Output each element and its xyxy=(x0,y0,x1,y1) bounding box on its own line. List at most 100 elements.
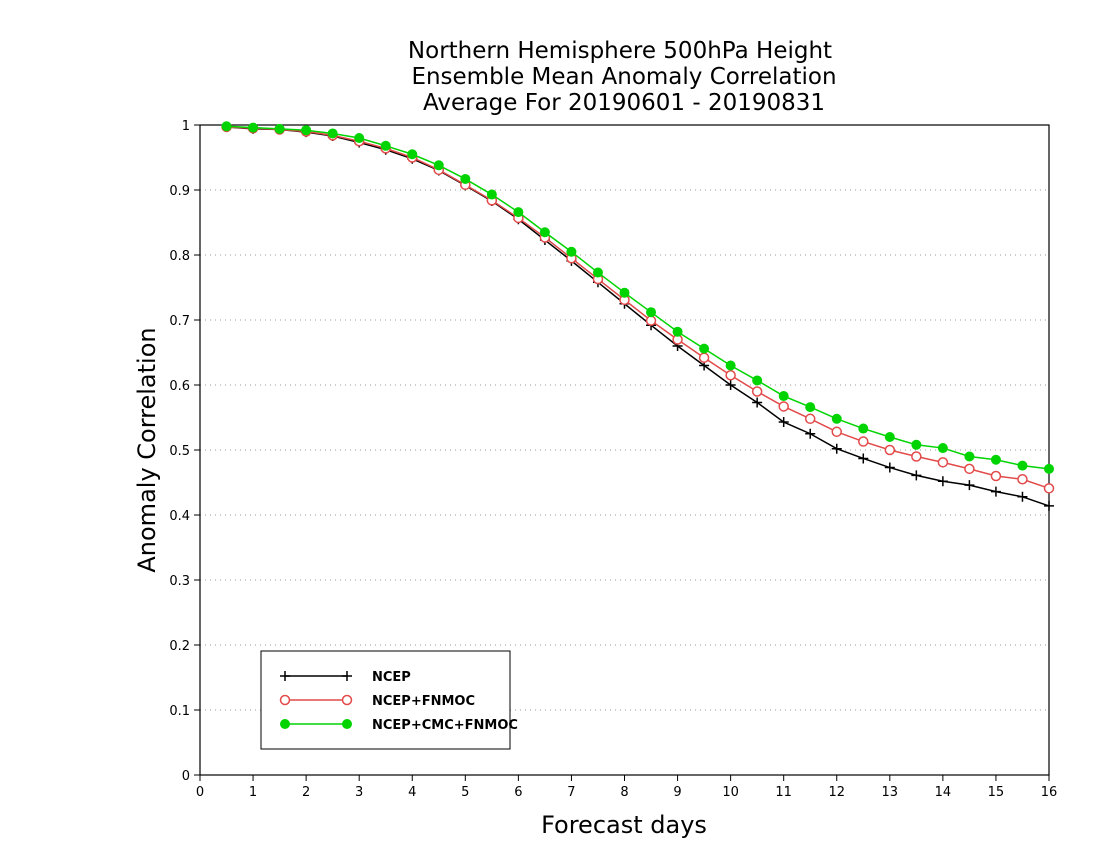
data-point xyxy=(858,436,869,447)
legend-label-ncep-cmc-fnmoc: NCEP+CMC+FNMOC xyxy=(372,718,518,733)
data-point xyxy=(1017,474,1028,485)
data-point xyxy=(964,451,975,462)
legend: NCEP NCEP+FNMOC NCEP+CMC+FNMOC xyxy=(260,650,518,750)
x-tick-label: 4 xyxy=(408,785,416,800)
x-tick-label: 1 xyxy=(249,785,257,800)
x-tick-label: 16 xyxy=(1041,785,1058,800)
y-tick-label: 0.8 xyxy=(169,249,190,264)
x-tick-label: 6 xyxy=(514,785,522,800)
data-point xyxy=(884,462,895,473)
data-point xyxy=(831,413,842,424)
data-point xyxy=(804,413,816,425)
data-point xyxy=(990,486,1001,497)
x-tick-label: 3 xyxy=(355,785,363,800)
legend-label-ncep-fnmoc: NCEP+FNMOC xyxy=(372,694,475,709)
data-point xyxy=(301,125,312,136)
legend-item-ncep-cmc-fnmoc: NCEP+CMC+FNMOC xyxy=(280,718,518,733)
x-axis-title: Forecast days xyxy=(541,811,707,839)
y-tick-label: 1 xyxy=(182,119,190,134)
data-point xyxy=(805,402,816,413)
y-tick-label: 0.4 xyxy=(169,509,190,524)
x-tick-label: 8 xyxy=(620,785,628,800)
data-point xyxy=(248,122,259,133)
data-point xyxy=(752,397,763,408)
chart-title-line-1: Northern Hemisphere 500hPa Height xyxy=(408,38,832,64)
data-point xyxy=(699,343,710,354)
data-point xyxy=(911,439,922,450)
y-tick-label: 0.2 xyxy=(169,639,190,654)
y-tick-label: 0.6 xyxy=(169,379,190,394)
data-point xyxy=(937,443,948,454)
data-point xyxy=(778,401,789,412)
data-point xyxy=(725,360,736,371)
data-point xyxy=(646,307,657,318)
data-point xyxy=(539,227,550,238)
data-point xyxy=(725,380,736,390)
data-point xyxy=(990,470,1002,482)
legend-item-ncep-fnmoc: NCEP+FNMOC xyxy=(279,694,475,709)
data-point xyxy=(486,189,497,200)
data-point xyxy=(884,444,896,456)
x-tick-label: 14 xyxy=(935,785,952,800)
legend-marker-ncep-cmc-fnmoc-right xyxy=(342,719,352,729)
data-point xyxy=(327,128,338,139)
data-point xyxy=(778,417,789,428)
chart-title-line-2: Ensemble Mean Anomaly Correlation xyxy=(411,64,836,90)
data-point xyxy=(1017,491,1028,502)
data-point xyxy=(221,121,232,132)
data-point xyxy=(1043,483,1055,494)
y-tick-label: 0.9 xyxy=(169,184,190,199)
data-point xyxy=(407,149,418,160)
x-tick-label: 13 xyxy=(882,785,899,800)
legend-marker-ncep-fnmoc-left xyxy=(279,694,291,706)
data-point xyxy=(964,480,975,491)
data-point xyxy=(964,463,975,475)
data-point xyxy=(1044,463,1054,474)
data-point xyxy=(911,451,922,462)
x-tick-label: 11 xyxy=(775,785,792,800)
x-tick-label: 0 xyxy=(196,785,204,800)
x-tick-label: 7 xyxy=(567,785,575,800)
data-point xyxy=(937,476,948,487)
x-tick-label: 15 xyxy=(988,785,1005,800)
data-point xyxy=(380,140,391,151)
legend-marker-ncep-cmc-fnmoc-left xyxy=(280,719,290,729)
legend-marker-ncep xyxy=(280,671,352,681)
y-tick-label: 0 xyxy=(182,769,190,784)
data-point xyxy=(911,470,922,481)
data-point xyxy=(858,453,869,464)
series-ncep-cmc-fnmoc xyxy=(221,121,1054,474)
axes: 00.10.20.30.40.50.60.70.80.910 1 2 3 4 5 6 7 8 9 1… xyxy=(169,119,1057,800)
data-point xyxy=(354,133,365,143)
x-tick-label: 9 xyxy=(673,785,681,800)
chart-title-line-3: Average For 20190601 - 20190831 xyxy=(423,90,825,116)
data-point xyxy=(698,352,710,363)
y-tick-label: 0.7 xyxy=(169,314,190,329)
y-axis-title: Anomaly Correlation xyxy=(133,327,161,572)
data-point xyxy=(751,386,763,397)
x-tick-label: 5 xyxy=(461,785,469,800)
data-point xyxy=(672,326,683,337)
data-point xyxy=(566,246,577,257)
data-point xyxy=(858,423,869,434)
data-point xyxy=(619,287,630,298)
data-point xyxy=(1017,460,1028,471)
x-tick-label: 12 xyxy=(828,785,845,800)
x-tick-label: 2 xyxy=(302,785,310,800)
data-point xyxy=(937,457,949,468)
data-point xyxy=(645,315,657,326)
data-point xyxy=(725,370,736,381)
legend-label-ncep: NCEP xyxy=(372,670,411,685)
legend-marker-ncep-fnmoc-right xyxy=(341,694,353,706)
x-tick-label: 10 xyxy=(722,785,739,800)
data-point xyxy=(592,267,603,278)
data-point xyxy=(513,207,524,218)
y-tick-label: 0.5 xyxy=(169,444,190,459)
data-point xyxy=(990,454,1001,465)
data-point xyxy=(831,426,842,438)
data-point xyxy=(752,375,763,386)
series-layer xyxy=(221,121,1055,511)
data-point xyxy=(274,123,285,134)
